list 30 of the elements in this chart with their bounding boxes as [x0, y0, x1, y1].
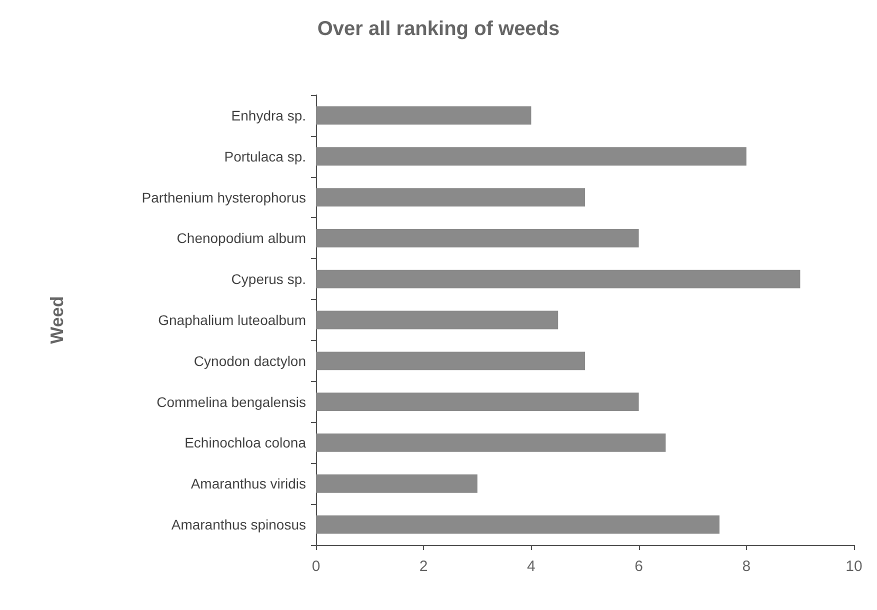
- bar: [316, 515, 720, 534]
- bar: [316, 188, 585, 206]
- y-tick-label: Parthenium hysterophorus: [142, 189, 306, 206]
- bar: [316, 147, 746, 166]
- bar: [316, 310, 558, 330]
- bar: [316, 106, 532, 125]
- x-tick-label: 2: [419, 558, 428, 575]
- x-tick-label: 4: [527, 558, 536, 575]
- bar: [316, 392, 639, 412]
- x-tick-label: 10: [846, 558, 862, 575]
- bar: [316, 352, 585, 370]
- y-tick-label: Chenopodium album: [176, 230, 306, 246]
- y-tick-label: Commelina bengalensis: [156, 394, 306, 410]
- bar: [316, 474, 478, 493]
- bar: [316, 270, 800, 288]
- y-tick-label: Amaranthus spinosus: [171, 516, 306, 533]
- x-tick-label: 8: [742, 558, 751, 575]
- chart-title: Over all ranking of weeds: [317, 18, 560, 40]
- y-tick-label: Portulaca sp.: [224, 148, 306, 164]
- x-tick-label: 6: [634, 558, 643, 575]
- bar: [316, 434, 666, 452]
- y-tick-label: Amaranthus viridis: [190, 476, 306, 492]
- y-tick-label: Echinochloa colona: [184, 434, 306, 451]
- bar: [316, 228, 639, 248]
- y-tick-label: Cynodon dactylon: [194, 352, 306, 369]
- y-tick-label: Gnaphalium luteoalbum: [158, 312, 306, 328]
- y-tick-label: Cyperus sp.: [231, 271, 306, 288]
- y-axis-title: Weed: [47, 296, 67, 344]
- x-tick-label: 0: [312, 558, 320, 575]
- y-tick-label: Enhydra sp.: [231, 107, 306, 124]
